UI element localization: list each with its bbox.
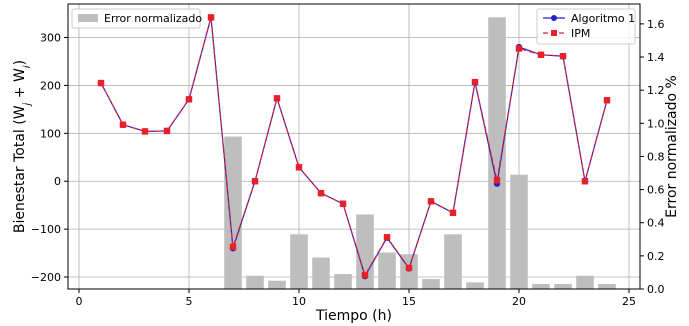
error-bar: [466, 282, 484, 289]
ipm-point: [229, 243, 237, 251]
ipm-point: [603, 97, 611, 104]
right-y-tick-label: 1.6: [647, 18, 665, 31]
ipm-point: [493, 177, 501, 184]
x-axis-ticks: 0 5 10 15 20 25: [76, 289, 636, 308]
right-y-tick-label: 0.0: [647, 283, 665, 296]
left-y-axis-title: Bienestar Total (Wj + Wi): [12, 60, 33, 233]
right-y-tick-label: 0.4: [647, 217, 665, 230]
ipm-point: [273, 95, 281, 102]
ipm-point: [471, 78, 479, 86]
legend-marker: [551, 30, 557, 36]
algoritmo-1-line: [100, 17, 608, 278]
error-bar: [378, 252, 396, 289]
plot-frame: [67, 3, 641, 290]
left-y-tick-label: 100: [40, 127, 61, 140]
right-y-tick-label: 0.6: [647, 184, 665, 197]
legend-label: IPM: [571, 27, 590, 40]
error-bar: [532, 284, 550, 289]
legend-label-error: Error normalizado: [104, 12, 202, 25]
error-bar: [290, 234, 308, 289]
left-y-tick-label: 200: [40, 79, 61, 92]
left-y-axis-ticks: −200 −100 0 100 200 300: [31, 32, 68, 284]
ipm-point: [163, 127, 171, 135]
grid: [68, 4, 640, 289]
x-axis-title: Tiempo (h): [315, 308, 392, 324]
line-series: [97, 14, 611, 280]
legend-box: [71, 8, 201, 29]
ipm-point: [361, 271, 369, 279]
x-tick-label: 0: [76, 295, 83, 308]
error-bar: [598, 284, 616, 289]
error-bar: [554, 284, 572, 289]
x-tick-label: 20: [512, 295, 526, 308]
ipm-point: [97, 79, 105, 87]
ipm-point: [185, 96, 193, 103]
legend-lines: Algoritmo 1 IPM: [536, 8, 636, 45]
bar-series: [224, 17, 616, 290]
error-bar: [268, 280, 286, 289]
ipm-point: [207, 14, 215, 21]
ipm-point: [295, 164, 303, 171]
error-bar: [334, 274, 352, 289]
error-bar: [488, 17, 506, 290]
ipm-point: [339, 200, 347, 207]
right-y-tick-label: 1.2: [647, 84, 665, 97]
error-bar: [422, 279, 440, 289]
left-y-tick-label: 300: [40, 32, 61, 45]
ipm-point: [559, 53, 567, 60]
right-y-tick-label: 0.8: [647, 150, 665, 163]
legend-marker: [551, 15, 557, 21]
x-tick-label: 15: [402, 295, 416, 308]
right-y-tick-label: 1.4: [647, 51, 665, 64]
error-bar: [444, 234, 462, 289]
error-bar: [312, 257, 330, 289]
right-y-axis-title: Error normalizado %: [664, 75, 680, 218]
x-tick-label: 25: [622, 295, 636, 308]
ipm-point: [317, 190, 325, 197]
right-y-axis-ticks: 0.0 0.2 0.4 0.6 0.8 1.0 1.2 1.4 1.6: [640, 18, 665, 296]
error-bar: [246, 275, 264, 289]
ipm-line: [100, 17, 608, 277]
ipm-point: [515, 45, 523, 52]
ipm-point: [427, 198, 435, 205]
right-y-tick-label: 0.2: [647, 250, 665, 263]
error-bar: [356, 214, 374, 289]
ipm-point: [119, 121, 127, 128]
ipm-point: [537, 51, 545, 58]
ipm-point: [449, 209, 457, 217]
left-y-tick-label: −200: [31, 271, 61, 284]
ipm-point: [141, 128, 149, 135]
error-bar: [510, 174, 528, 289]
left-y-tick-label: −100: [31, 223, 61, 236]
right-y-tick-label: 1.0: [647, 117, 665, 130]
left-y-tick-label: 0: [54, 175, 61, 188]
ipm-point: [383, 234, 391, 241]
ipm-point: [405, 264, 413, 272]
legend-swatch-bar: [78, 14, 98, 22]
error-bar: [224, 136, 242, 289]
ipm-point: [581, 178, 589, 185]
x-tick-label: 10: [292, 295, 306, 308]
legend-label: Algoritmo 1: [571, 12, 635, 25]
error-bar: [576, 275, 594, 289]
x-tick-label: 5: [186, 295, 193, 308]
ipm-point: [251, 178, 259, 185]
legend-bars: Error normalizado: [71, 8, 202, 29]
